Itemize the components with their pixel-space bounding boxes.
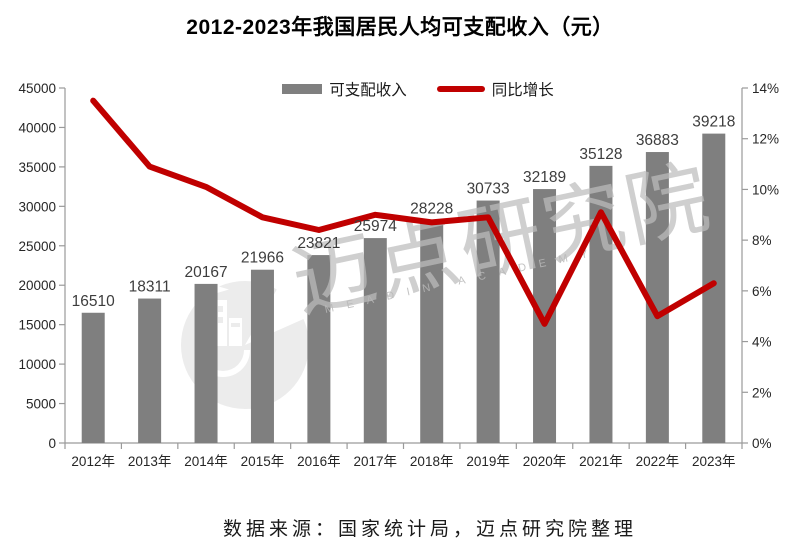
left-axis-tick-label: 45000 <box>18 81 56 96</box>
legend: 可支配收入 同比增长 <box>18 78 800 100</box>
bar-value-label: 21966 <box>241 250 284 267</box>
bar-2015年 <box>250 269 274 443</box>
bar-2013年 <box>138 298 162 443</box>
bar-value-label: 18311 <box>129 279 171 296</box>
bar-2012年 <box>81 312 105 443</box>
bar-2021年 <box>589 165 613 444</box>
left-axis-tick-label: 0 <box>48 436 56 451</box>
line-swatch-icon <box>436 86 485 92</box>
x-axis-category-label: 2018年 <box>410 454 454 469</box>
left-axis-tick-label: 20000 <box>18 278 56 293</box>
bar-2018年 <box>420 220 444 443</box>
x-axis-category-label: 2017年 <box>354 454 398 469</box>
bar-value-label: 28228 <box>410 200 453 217</box>
bar-value-label: 36883 <box>636 132 679 149</box>
bar-value-label: 30733 <box>467 181 510 198</box>
right-axis-tick-label: 0% <box>752 436 772 451</box>
bar-2017年 <box>363 238 387 443</box>
x-axis-category-label: 2020年 <box>523 454 567 469</box>
bar-value-label: 25974 <box>354 218 397 235</box>
x-axis-category-label: 2021年 <box>579 454 623 469</box>
left-axis-tick-label: 30000 <box>18 199 56 214</box>
x-axis-category-label: 2022年 <box>636 454 680 469</box>
bar-2022年 <box>645 152 669 443</box>
legend-label-income: 可支配收入 <box>329 82 407 99</box>
right-axis-tick-label: 14% <box>752 81 779 96</box>
page-title: 2012-2023年我国居民人均可支配收入（元） <box>186 16 614 39</box>
right-axis-tick-label: 8% <box>752 233 772 248</box>
bar-2019年 <box>476 200 500 443</box>
bar-2020年 <box>533 189 557 443</box>
right-axis-tick-label: 6% <box>752 284 772 299</box>
bar-value-label: 39218 <box>692 114 735 131</box>
bar-value-label: 35128 <box>579 146 622 163</box>
right-axis-tick-label: 4% <box>752 335 772 350</box>
bar-value-label: 23821 <box>297 235 340 252</box>
right-axis-tick-label: 12% <box>752 132 779 147</box>
source-note: 数据来源：国家统计局，迈点研究院整理 <box>222 519 637 540</box>
legend-label-growth: 同比增长 <box>491 82 554 99</box>
x-axis-category-label: 2023年 <box>692 454 736 469</box>
x-axis-category-label: 2012年 <box>71 454 115 469</box>
x-axis-category-label: 2016年 <box>297 454 341 469</box>
left-axis-tick-label: 5000 <box>26 397 56 412</box>
left-axis-tick-label: 35000 <box>18 160 56 175</box>
bar-swatch-icon <box>282 84 323 94</box>
left-axis-tick-label: 10000 <box>18 357 56 372</box>
right-axis-tick-label: 2% <box>752 385 772 400</box>
x-axis-category-label: 2014年 <box>184 454 228 469</box>
left-axis-tick-label: 25000 <box>18 239 56 254</box>
legend-item-growth: 同比增长 <box>436 78 554 100</box>
x-axis-category-label: 2019年 <box>466 454 510 469</box>
bar-value-label: 20167 <box>184 264 227 281</box>
left-axis-tick-label: 15000 <box>18 318 56 333</box>
growth-line <box>90 97 717 327</box>
right-axis-tick-label: 10% <box>752 182 779 197</box>
x-axis-category-label: 2015年 <box>241 454 285 469</box>
bar-value-label: 16510 <box>72 293 115 310</box>
left-axis-tick-label: 40000 <box>18 120 56 135</box>
bar-2016年 <box>307 255 331 443</box>
x-axis-category-label: 2013年 <box>128 454 172 469</box>
bar-2014年 <box>194 283 218 443</box>
bar-2023年 <box>702 133 726 443</box>
legend-item-income: 可支配收入 <box>282 78 407 100</box>
bar-value-label: 32189 <box>523 169 566 186</box>
